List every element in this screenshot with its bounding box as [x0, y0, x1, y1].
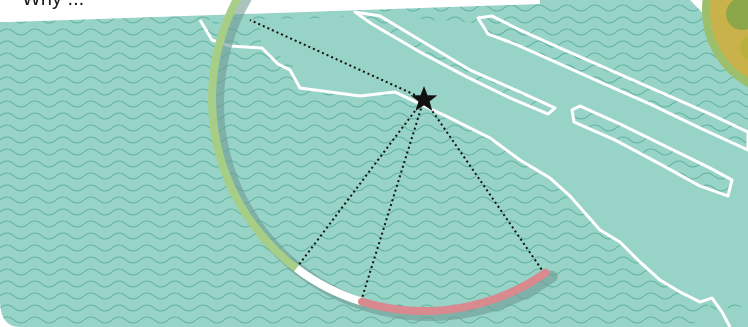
barrier-island-3	[570, 104, 734, 198]
sightline-north	[249, 19, 425, 100]
arc-segment-green	[208, 0, 299, 272]
photo-foliage	[726, 0, 748, 30]
star-icon	[410, 86, 438, 111]
coastline	[198, 19, 732, 327]
caption-text: Why ...	[22, 0, 84, 11]
barrier-island-1	[353, 10, 557, 116]
caption-panel	[0, 0, 540, 22]
photo-inset	[702, 0, 748, 88]
sightlines	[249, 19, 543, 299]
barrier-island-2	[476, 14, 748, 152]
arc-segment-white	[293, 265, 364, 306]
arc-segment-pink	[358, 268, 550, 315]
photo-foliage	[740, 36, 748, 60]
arc-shadow	[212, 0, 558, 322]
viewshed-arc	[208, 0, 558, 322]
